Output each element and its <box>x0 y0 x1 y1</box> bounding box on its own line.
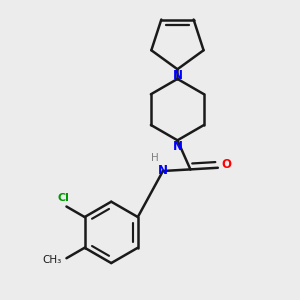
Text: H: H <box>151 153 159 163</box>
Text: N: N <box>172 140 182 153</box>
Text: CH₃: CH₃ <box>42 255 62 265</box>
Text: N: N <box>158 164 168 178</box>
Text: Cl: Cl <box>57 193 69 203</box>
Text: O: O <box>221 158 231 171</box>
Text: N: N <box>172 69 182 82</box>
